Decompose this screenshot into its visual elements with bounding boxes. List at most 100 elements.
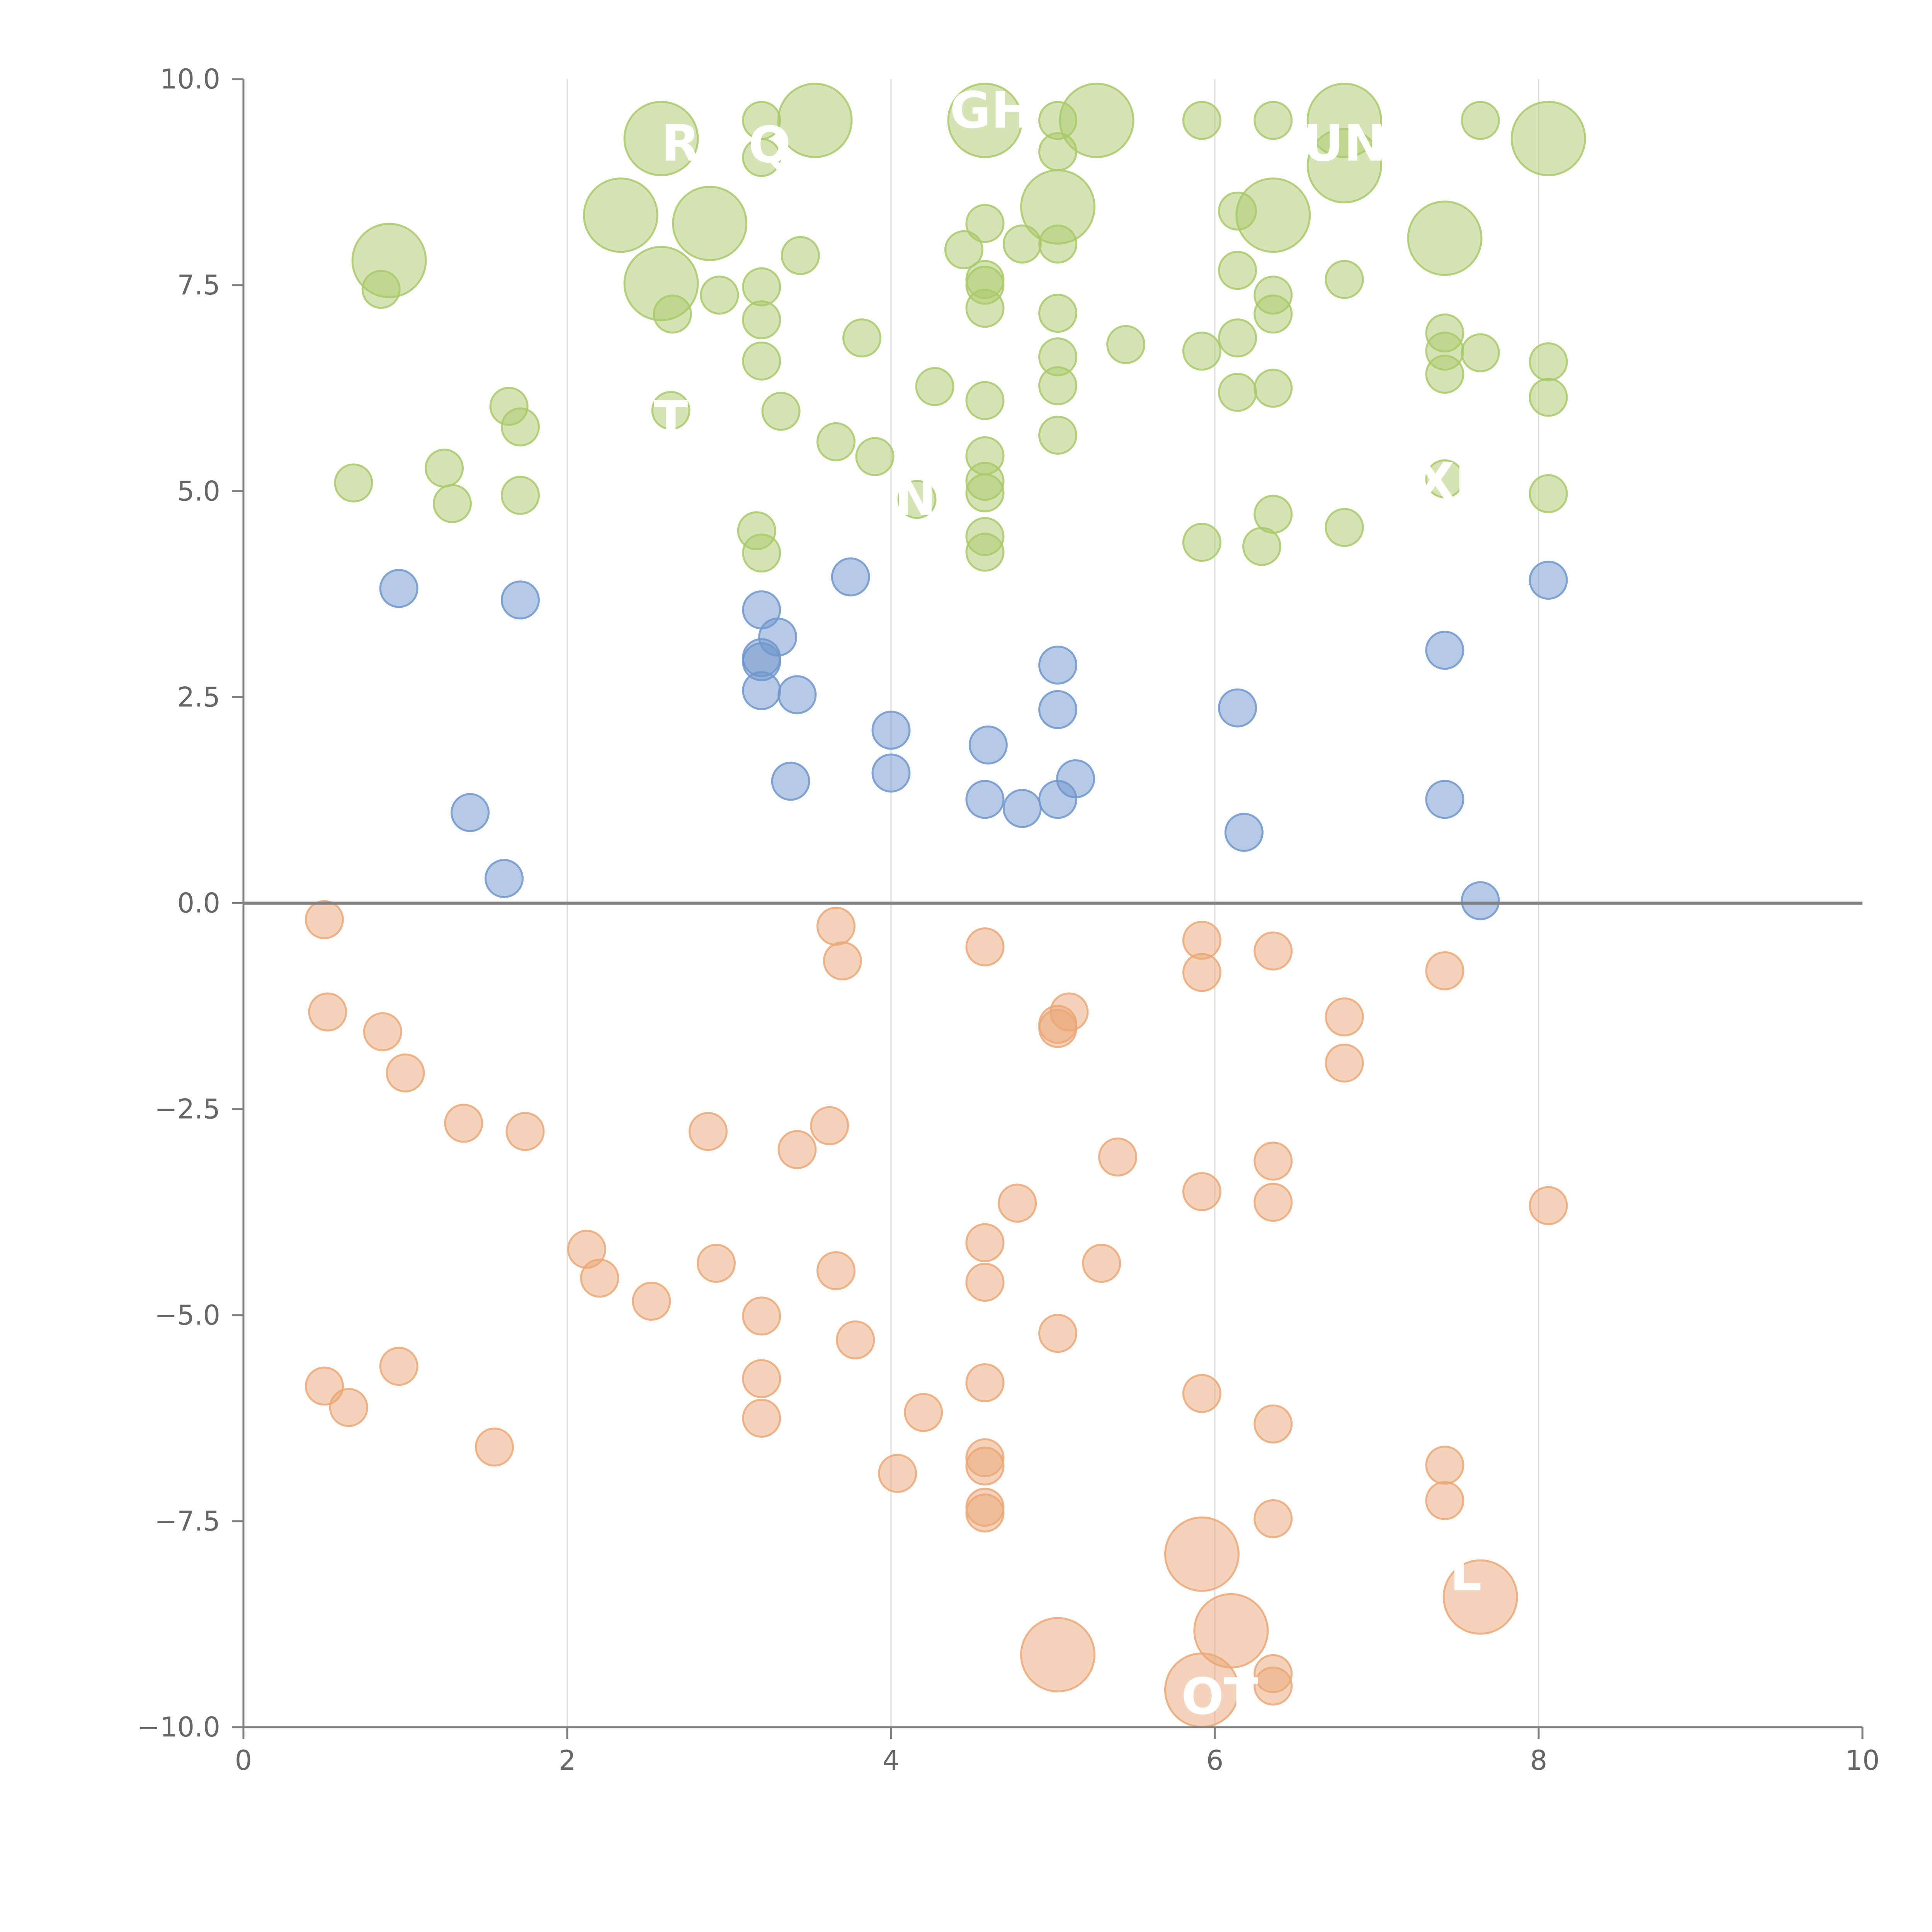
orange-bubble (965, 1262, 1005, 1302)
orange-bubble (386, 1053, 425, 1093)
orange-bubble (363, 1012, 402, 1051)
y-tick-label: 2.5 (177, 681, 220, 713)
orange-bubble (505, 1112, 545, 1151)
orange-bubble (1253, 1666, 1293, 1706)
green-bubble (742, 533, 781, 573)
orange-bubble (632, 1281, 671, 1321)
green-bubble (915, 367, 954, 406)
green-bubble (777, 83, 853, 158)
green-bubble (1325, 260, 1364, 299)
green-bubble (842, 318, 882, 358)
orange-bubble (742, 1296, 781, 1336)
green-bubble (1182, 522, 1221, 562)
green-bubble (1059, 83, 1134, 158)
blue-bubble (1218, 688, 1257, 728)
green-bubble (623, 101, 699, 177)
y-tick-label: −10.0 (137, 1711, 220, 1743)
green-bubble (1038, 294, 1078, 333)
annotation-labels: R Q GH UN T N XI L OT (654, 81, 1482, 1726)
green-bubble (433, 484, 472, 523)
green-bubble (500, 476, 540, 515)
green-bubble (1038, 366, 1078, 405)
x-tick-label: 2 (559, 1745, 576, 1776)
green-bubble (965, 381, 1005, 420)
y-tick-label: −2.5 (155, 1094, 220, 1125)
orange-bubble (777, 1130, 817, 1169)
green-bubble (855, 437, 895, 476)
green-bubble (1242, 527, 1282, 566)
blue-bubble (777, 675, 817, 714)
blue-bubble (1002, 789, 1042, 828)
orange-bubble (1253, 931, 1293, 971)
green-bubble (1461, 333, 1500, 372)
bubble-annotation: T (654, 390, 688, 449)
green-bubble (1253, 294, 1293, 334)
bubble-annotation: UN (1303, 114, 1386, 173)
blue-bubble (451, 793, 490, 832)
blue-bubble (965, 780, 1005, 819)
green-bubble (1218, 251, 1257, 290)
y-tick-label: −5.0 (155, 1299, 220, 1331)
orange-bubble (305, 900, 344, 939)
orange-bubble (580, 1259, 619, 1298)
x-tick-label: 0 (235, 1745, 252, 1776)
orange-bubble (1253, 1499, 1293, 1538)
x-tick-label: 6 (1206, 1745, 1224, 1776)
bubble-annotation: R (661, 114, 700, 173)
green-bubble (742, 267, 781, 306)
green-bubble (583, 177, 658, 253)
orange-bubble (965, 1223, 1005, 1262)
bubble-layer (305, 83, 1586, 1728)
bubble-annotation: XI (1416, 452, 1474, 510)
blue-bubble (1056, 759, 1095, 798)
green-bubble (742, 341, 781, 381)
orange-bubble (1442, 1559, 1518, 1635)
x-tick-label: 10 (1845, 1745, 1879, 1776)
orange-bubble (474, 1427, 514, 1467)
orange-bubble (965, 1493, 1005, 1533)
orange-bubble (689, 1112, 728, 1151)
green-bubble (653, 294, 692, 334)
x-tick-label: 4 (883, 1745, 900, 1776)
orange-bubble (1182, 1172, 1221, 1211)
orange-bubble (878, 1454, 917, 1493)
green-bubble (425, 449, 464, 488)
green-bubble (1235, 177, 1311, 253)
green-bubble (651, 391, 690, 430)
orange-bubble (965, 927, 1005, 967)
green-bubble (1529, 378, 1568, 417)
orange-bubble (742, 1398, 781, 1438)
orange-bubble (1020, 1617, 1096, 1692)
orange-bubble (329, 1388, 368, 1427)
orange-bubble (1038, 1314, 1078, 1353)
green-bubble (334, 463, 373, 503)
green-bubble (1510, 101, 1586, 177)
orange-bubble (998, 1184, 1037, 1223)
orange-bubble (816, 906, 856, 946)
orange-bubble (1253, 1183, 1293, 1222)
green-bubble (781, 236, 820, 275)
orange-bubble (1425, 1446, 1464, 1485)
orange-bubble (308, 992, 347, 1032)
orange-bubble (696, 1243, 736, 1283)
y-tick-label: 10.0 (160, 63, 220, 95)
green-bubble (816, 422, 856, 461)
orange-bubble (444, 1104, 483, 1143)
green-bubble (965, 204, 1005, 243)
green-bubble (1038, 415, 1078, 455)
green-bubble (1182, 332, 1221, 371)
green-bubble (742, 138, 781, 177)
orange-bubble (1425, 951, 1464, 990)
orange-bubble (1253, 1404, 1293, 1444)
blue-bubble (1224, 813, 1264, 852)
blue-bubble (1529, 561, 1568, 600)
green-bubble (965, 473, 1005, 513)
blue-bubble (1038, 690, 1078, 729)
blue-bubble (1461, 881, 1500, 920)
blue-bubble (968, 725, 1008, 765)
green-bubble (965, 289, 1005, 328)
blue-bubble (1038, 645, 1078, 685)
green-bubble (944, 230, 984, 269)
bubble-annotation: OT (1181, 1667, 1258, 1726)
